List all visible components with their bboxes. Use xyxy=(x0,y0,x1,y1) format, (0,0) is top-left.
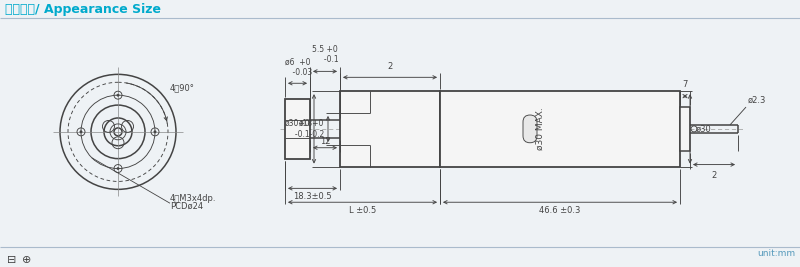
Text: ø6  +0
    -0.03: ø6 +0 -0.03 xyxy=(283,58,312,77)
Bar xyxy=(285,99,310,159)
Text: 4－90°: 4－90° xyxy=(170,84,195,93)
Text: ⊟: ⊟ xyxy=(7,255,16,265)
Text: 12: 12 xyxy=(320,137,330,146)
Text: 2: 2 xyxy=(711,171,717,179)
Text: L ±0.5: L ±0.5 xyxy=(349,206,376,215)
Text: ø30 MAX.: ø30 MAX. xyxy=(535,108,545,150)
Text: 7: 7 xyxy=(682,80,688,89)
Bar xyxy=(680,107,690,151)
Text: unit:mm: unit:mm xyxy=(757,249,795,258)
Text: 4－M3x4dp.: 4－M3x4dp. xyxy=(170,194,217,203)
Text: 外形尺寸/ Appearance Size: 外形尺寸/ Appearance Size xyxy=(5,3,161,16)
Bar xyxy=(440,91,680,167)
Text: ⊕: ⊕ xyxy=(22,255,31,265)
Text: PCDø24: PCDø24 xyxy=(170,202,203,211)
Text: 18.3±0.5: 18.3±0.5 xyxy=(293,192,332,201)
Text: ø2.3: ø2.3 xyxy=(748,96,766,105)
Circle shape xyxy=(154,131,156,133)
Circle shape xyxy=(117,167,119,170)
Bar xyxy=(340,91,440,167)
Text: ø30: ø30 xyxy=(696,124,712,134)
Circle shape xyxy=(117,94,119,96)
Circle shape xyxy=(80,131,82,133)
Text: ø18+0
    -0.2: ø18+0 -0.2 xyxy=(298,119,324,139)
Text: ø30+0
     -0.1: ø30+0 -0.1 xyxy=(283,119,310,139)
Text: 46.6 ±0.3: 46.6 ±0.3 xyxy=(539,206,581,215)
Text: 5.5 +0
     -0.1: 5.5 +0 -0.1 xyxy=(312,45,338,64)
Text: 2: 2 xyxy=(387,62,393,71)
FancyBboxPatch shape xyxy=(523,115,537,143)
